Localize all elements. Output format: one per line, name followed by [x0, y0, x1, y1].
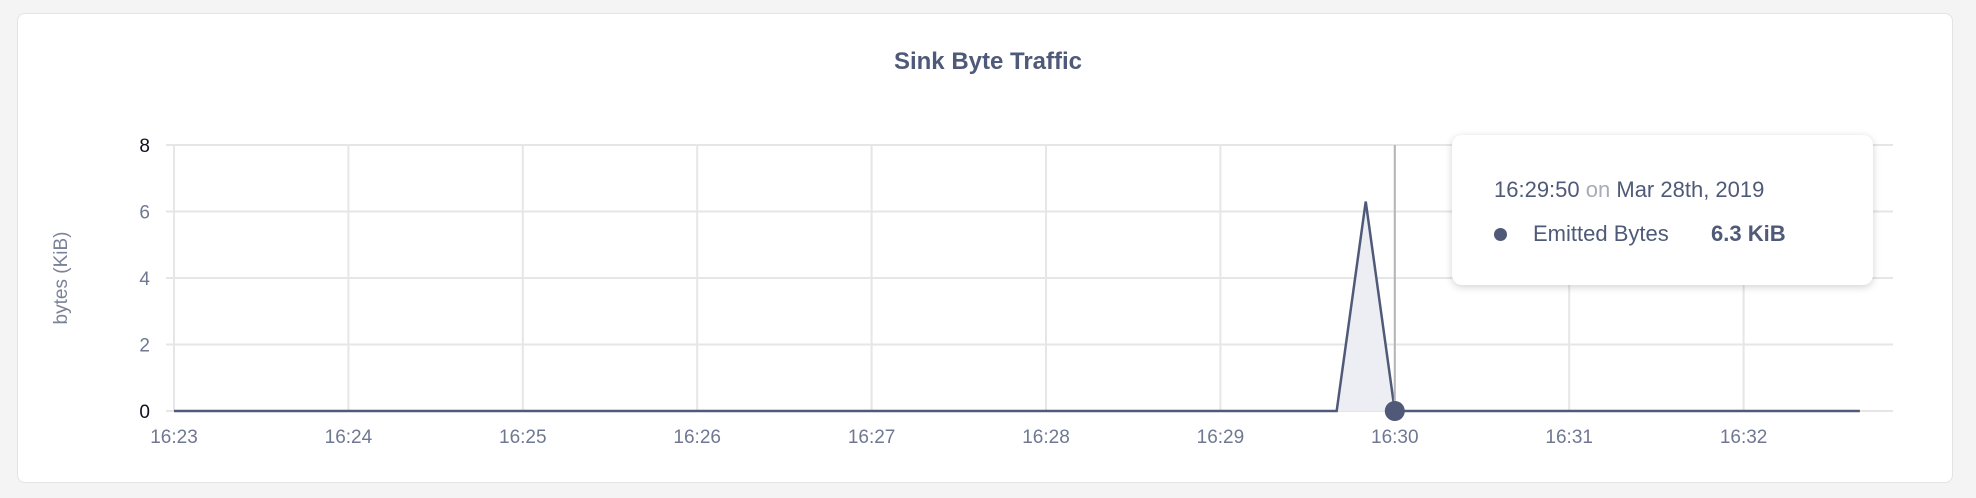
- y-axis-label: bytes (KiB): [51, 232, 72, 325]
- tooltip-on: on: [1585, 177, 1611, 202]
- chart-tooltip: 16:29:50 on Mar 28th, 2019 Emitted Bytes…: [1452, 135, 1873, 285]
- x-tick-label: 16:24: [325, 427, 373, 448]
- x-tick-label: 16:27: [848, 427, 896, 448]
- tooltip-date: Mar 28th, 2019: [1616, 177, 1765, 202]
- chart-title: Sink Byte Traffic: [893, 48, 1083, 75]
- x-tick-label: 16:30: [1371, 427, 1419, 448]
- tooltip-time: 16:29:50: [1494, 177, 1580, 202]
- tooltip-series-name: Emitted Bytes: [1533, 221, 1669, 246]
- x-tick-label: 16:25: [499, 427, 547, 448]
- y-tick-label: 6: [139, 203, 150, 224]
- hover-point: [1384, 401, 1405, 421]
- y-tick-label: 4: [139, 269, 150, 290]
- x-tick-label: 16:32: [1720, 427, 1768, 448]
- tooltip-value: 6.3 KiB: [1711, 221, 1786, 246]
- x-tick-label: 16:26: [673, 427, 721, 448]
- x-tick-label: 16:28: [1022, 427, 1070, 448]
- y-tick-label: 0: [139, 402, 150, 423]
- series-dot-icon: [1494, 227, 1507, 241]
- x-tick-label: 16:31: [1545, 427, 1593, 448]
- y-tick-label: 2: [139, 336, 150, 357]
- y-tick-label: 8: [139, 136, 150, 157]
- series-line: [174, 201, 1860, 413]
- x-tick-label: 16:29: [1197, 427, 1245, 448]
- x-tick-label: 16:23: [150, 427, 198, 448]
